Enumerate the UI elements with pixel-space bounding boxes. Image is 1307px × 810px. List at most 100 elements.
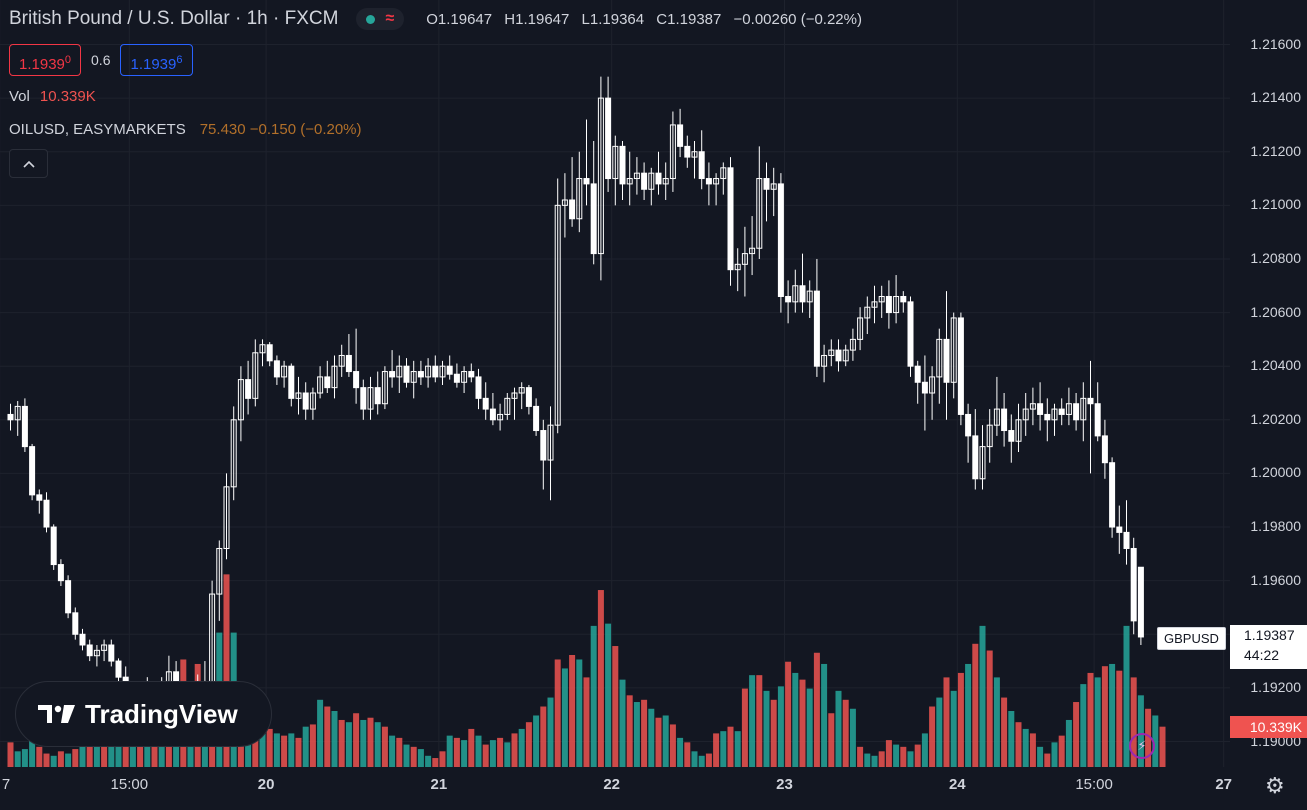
volume-bar [43,753,50,767]
time-tick-label: 21 [430,776,448,793]
candle-body [1008,430,1015,442]
volume-bar [482,744,489,767]
price-tick-label: 1.21200 [1250,142,1301,159]
market-open-dot-icon [366,14,376,24]
symbol-title[interactable]: British Pound / U.S. Dollar · 1h · FXCM [9,8,339,29]
candle-body [813,290,820,367]
candle-body [1051,408,1058,421]
volume-bar [821,663,828,767]
candle-body [482,397,489,410]
volume-bar [432,758,439,767]
candle-body [79,633,86,646]
candle-body [655,172,662,185]
volume-bar [108,737,115,767]
buy-button[interactable]: 1.19396 [120,44,193,76]
candle-body [835,349,842,362]
candle-body [252,352,259,399]
candle-body [669,124,676,180]
legend-title-row: British Pound / U.S. Dollar · 1h · FXCM … [9,8,862,30]
volume-bar [626,695,633,767]
volume-bar [1065,719,1072,767]
volume-bar [648,708,655,767]
time-tick-label: 27 [1215,776,1233,793]
chart-area[interactable]: British Pound / U.S. Dollar · 1h · FXCM … [0,0,1230,767]
tradingview-logo-icon [38,705,75,723]
candle-body [1058,408,1065,415]
time-tick-label: 15:00 [1075,776,1113,793]
volume-legend[interactable]: Vol 10.339K [9,88,96,105]
candle-body [381,371,388,405]
volume-bar [1130,677,1137,767]
candle-body [986,424,993,448]
volume-value: 10.339K [39,88,96,105]
volume-bar [633,702,640,767]
volume-bar [410,746,417,767]
candle-body [727,167,734,271]
last-price-value: 1.19387 [1244,627,1295,643]
volume-bar [914,744,921,767]
volume-badge-value: 10.339K [1249,719,1302,735]
volume-bar [677,737,684,767]
volume-bar [273,733,280,767]
candle-body [943,338,950,383]
candle-body [849,338,856,351]
volume-bar [849,708,856,767]
candle-body [331,365,338,389]
bar-countdown: 44:22 [1244,647,1280,663]
candle-body [86,644,93,657]
volume-bar [72,749,79,767]
volume-bar [641,699,648,767]
candle-body [216,547,223,595]
candle-body [583,178,590,185]
volume-bar [835,690,842,767]
candle-body [21,405,28,448]
volume-bar [302,726,309,767]
buy-price-sup: 6 [176,54,183,66]
volume-bar [29,733,36,767]
chevron-up-icon [22,160,35,168]
volume-bar [101,744,108,767]
candle-body [223,486,230,549]
volume-bar [511,733,518,767]
volume-bar [129,733,136,767]
candle-body [626,178,633,185]
volume-bar [813,652,820,767]
volume-bar [1109,663,1116,767]
candle-body [842,349,849,362]
candle-body [1015,419,1022,442]
candle-body [50,526,57,566]
candle-body [864,306,871,319]
candle-body [57,564,64,582]
candlestick-chart[interactable] [0,0,1230,767]
gear-icon[interactable]: ⚙ [1265,773,1285,798]
volume-bar [1008,711,1015,767]
candle-body [705,178,712,185]
volume-bar [65,753,72,767]
candle-body [662,178,669,185]
time-axis[interactable]: 7 15:00 20 21 22 23 24 15:00 27 [0,767,1233,810]
candle-body [1116,526,1123,533]
volume-bar [893,744,900,767]
volume-bar [885,740,892,767]
candle-body [432,365,439,378]
volume-bar [21,749,28,767]
candle-body [317,376,324,394]
candle-body [230,419,237,488]
candle-body [756,178,763,249]
candle-body [1044,413,1051,421]
sell-button[interactable]: 1.19390 [9,44,82,76]
candle-body [569,199,576,220]
lightning-icon[interactable]: ⚡ [1129,733,1155,759]
volume-bar [281,735,288,767]
volume-bar [662,715,669,767]
volume-bar [857,746,864,767]
volume-label: Vol [9,88,30,105]
candle-body [590,183,597,255]
tradingview-logo[interactable]: TradingView [15,681,272,747]
compare-symbol-legend[interactable]: OILUSD, EASYMARKETS 75.430 −0.150 (−0.20%… [9,121,362,138]
candle-body [720,167,727,180]
status-pill[interactable]: ≈ [356,8,405,30]
candle-body [1065,403,1072,415]
price-tick-label: 1.20200 [1250,410,1301,427]
collapse-legend-button[interactable] [9,149,48,178]
